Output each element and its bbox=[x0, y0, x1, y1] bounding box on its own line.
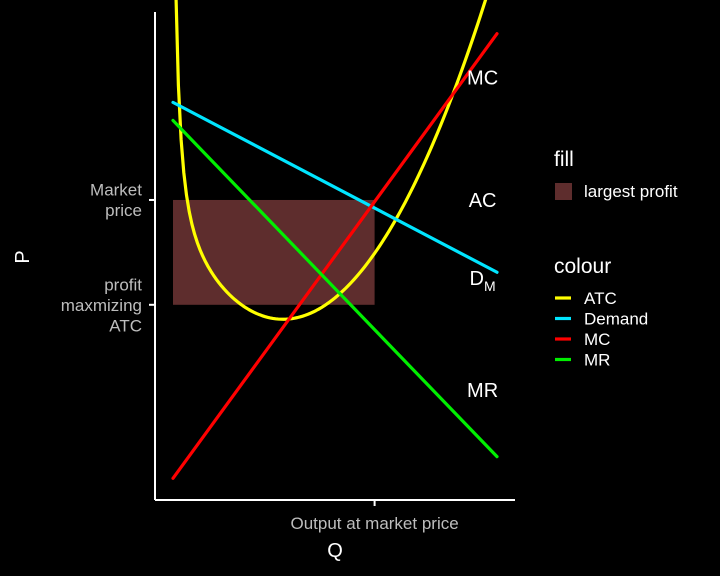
curve-label-mc: MC bbox=[467, 67, 498, 89]
legend-fill-swatch bbox=[555, 183, 572, 200]
series-demand-line bbox=[171, 100, 499, 274]
y-axis-title: P bbox=[12, 250, 34, 263]
curve-label-d: DM bbox=[470, 268, 496, 294]
curve-labels: MC AC DM MR bbox=[467, 67, 498, 402]
y-tick-label: profit bbox=[104, 275, 142, 294]
curve-label-ac: AC bbox=[469, 190, 497, 212]
y-tick-label: Market bbox=[90, 181, 142, 200]
legend-fill-title: fill bbox=[554, 148, 574, 171]
legend-colour-label: MR bbox=[584, 351, 610, 370]
y-tick-label: ATC bbox=[109, 316, 142, 335]
legend-colour-title: colour bbox=[554, 255, 611, 278]
x-axis-title: Q bbox=[327, 540, 343, 562]
series-atc-line bbox=[174, 0, 488, 321]
curve-label-mr: MR bbox=[467, 380, 498, 402]
legend-fill-label: largest profit bbox=[584, 182, 678, 201]
legend-colour-label: ATC bbox=[584, 289, 617, 308]
profit-rect bbox=[173, 199, 375, 305]
x-tick-label: Output at market price bbox=[291, 514, 459, 533]
series-mc-line bbox=[171, 32, 499, 480]
plot-area bbox=[171, 0, 499, 480]
legend-colour-label: Demand bbox=[584, 310, 648, 329]
y-tick-label: maxmizing bbox=[61, 296, 142, 315]
series-mr-line bbox=[171, 118, 499, 459]
legend-colour-label: MC bbox=[584, 330, 610, 349]
y-tick-label: price bbox=[105, 201, 142, 220]
